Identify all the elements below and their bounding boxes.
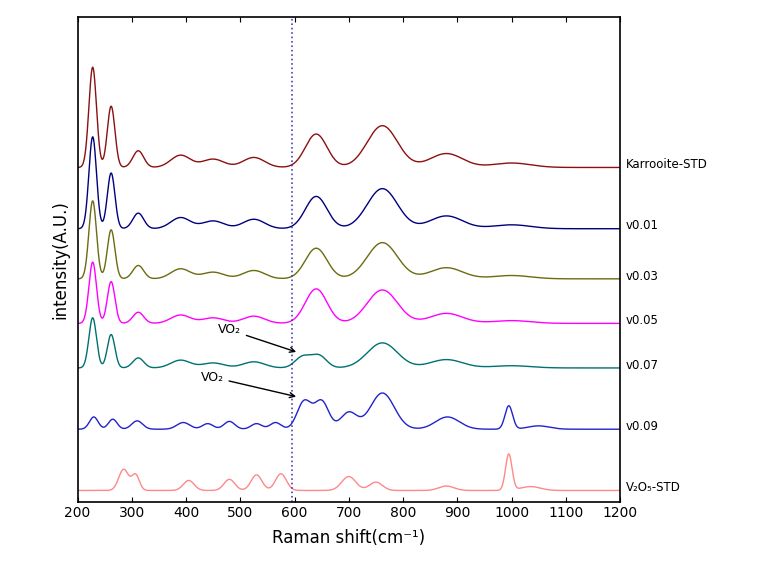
Text: v0.01: v0.01 bbox=[625, 219, 659, 233]
Text: VO₂: VO₂ bbox=[201, 370, 294, 397]
X-axis label: Raman shift(cm⁻¹): Raman shift(cm⁻¹) bbox=[272, 529, 425, 547]
Text: v0.03: v0.03 bbox=[625, 270, 658, 283]
Text: Karrooite-STD: Karrooite-STD bbox=[625, 158, 708, 171]
Y-axis label: intensity(A.U.): intensity(A.U.) bbox=[51, 200, 69, 319]
Text: v0.05: v0.05 bbox=[625, 314, 658, 327]
Text: V₂O₅-STD: V₂O₅-STD bbox=[625, 481, 680, 494]
Text: VO₂: VO₂ bbox=[218, 323, 294, 352]
Text: v0.07: v0.07 bbox=[625, 359, 659, 372]
Text: v0.09: v0.09 bbox=[625, 420, 659, 433]
